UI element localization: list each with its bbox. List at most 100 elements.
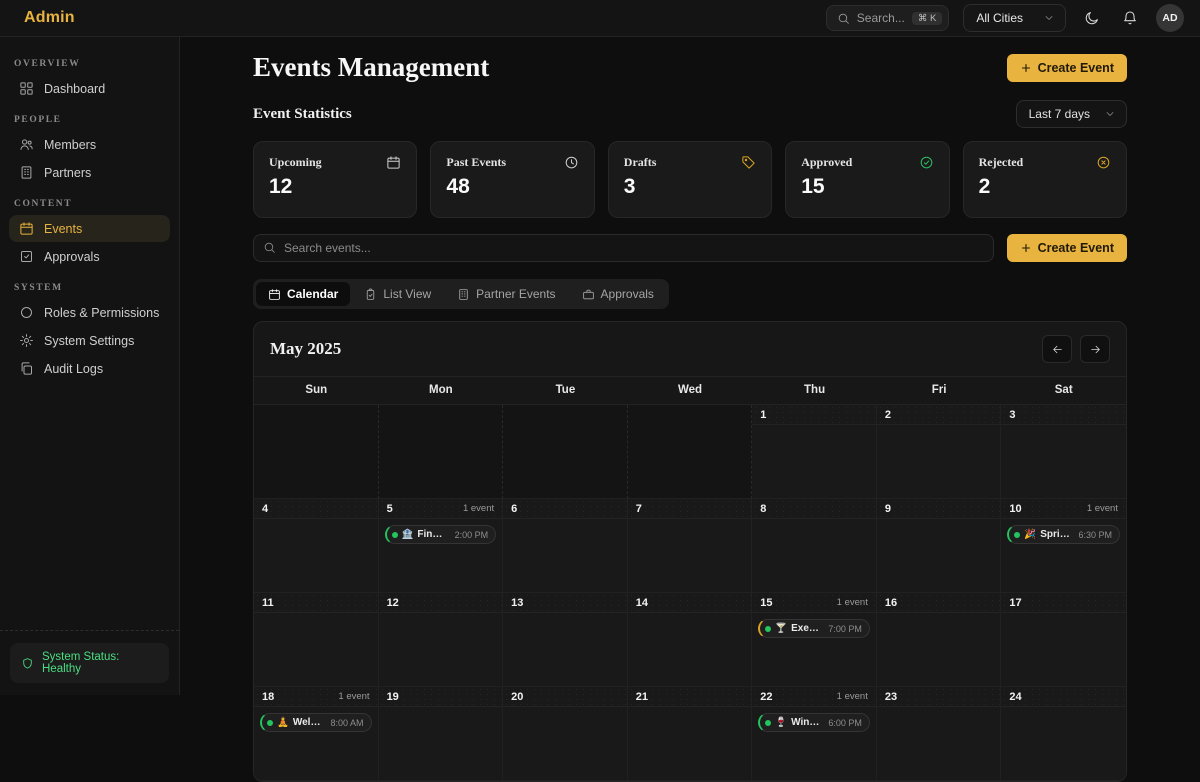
dashboard-icon <box>19 81 34 96</box>
day-number: 4 <box>262 503 268 515</box>
create-event-label: Create Event <box>1038 61 1114 75</box>
day-number: 20 <box>511 691 523 703</box>
global-search-input[interactable]: Search... ⌘ K <box>826 5 950 31</box>
event-count-label: 1 event <box>338 691 369 702</box>
calendar-cell-day-3[interactable]: 3 <box>1001 405 1126 499</box>
sidebar-item-audit-logs[interactable]: Audit Logs <box>9 355 170 382</box>
sidebar-item-roles-permissions[interactable]: Roles & Permissions <box>9 299 170 326</box>
calendar-cell-day-11[interactable]: 11 <box>254 593 379 687</box>
event-pill[interactable]: 🎉Spring Fas...6:30 PM <box>1007 525 1120 544</box>
check-circle-icon <box>919 155 934 170</box>
calendar-cell-day-9[interactable]: 9 <box>877 499 1002 593</box>
date-range-value: Last 7 days <box>1029 107 1090 121</box>
notifications-button[interactable] <box>1118 6 1142 30</box>
brand-logo[interactable]: Admin <box>24 9 75 27</box>
calendar-cell-day-18[interactable]: 181 event🧘Wellness Re...8:00 AM <box>254 687 379 781</box>
calendar-cell-day-20[interactable]: 20 <box>503 687 628 781</box>
sidebar-section-overview: OVERVIEW <box>0 47 179 74</box>
stat-card-value: 2 <box>979 175 1111 199</box>
tab-calendar[interactable]: Calendar <box>256 282 350 306</box>
day-number: 5 <box>387 503 393 515</box>
user-avatar[interactable]: AD <box>1156 4 1184 32</box>
calendar-icon <box>268 288 281 301</box>
calendar-cell-day-14[interactable]: 14 <box>628 593 753 687</box>
calendar-cell-day-21[interactable]: 21 <box>628 687 753 781</box>
tab-label: Partner Events <box>476 287 555 301</box>
events-search-input[interactable] <box>253 234 994 262</box>
calendar-cell-day-4[interactable]: 4 <box>254 499 379 593</box>
calendar-cell-day-8[interactable]: 8 <box>752 499 877 593</box>
building-icon <box>19 165 34 180</box>
calendar-cell-day-5[interactable]: 51 event🏦Financial W...2:00 PM <box>379 499 504 593</box>
create-event-button[interactable]: Create Event <box>1007 54 1127 82</box>
calendar-cell-day-16[interactable]: 16 <box>877 593 1002 687</box>
calendar-cell-day-15[interactable]: 151 event🍸Executive ...7:00 PM <box>752 593 877 687</box>
events-search <box>253 234 994 262</box>
stat-card-value: 3 <box>624 175 756 199</box>
x-circle-icon <box>1096 155 1111 170</box>
event-emoji-icon: 🍸 <box>775 624 787 634</box>
event-title: Executive ... <box>791 623 820 634</box>
weekday-sun: Sun <box>254 377 379 404</box>
event-time: 6:30 PM <box>1074 530 1112 540</box>
event-emoji-icon: 🎉 <box>1024 530 1036 540</box>
sidebar-item-label: Partners <box>44 166 91 180</box>
global-search-placeholder: Search... <box>857 11 905 25</box>
calendar-cell-day-17[interactable]: 17 <box>1001 593 1126 687</box>
event-pill[interactable]: 🍷Wine Tastin...6:00 PM <box>758 713 870 732</box>
tab-partner-events[interactable]: Partner Events <box>445 282 567 306</box>
calendar-cell-day-2[interactable]: 2 <box>877 405 1002 499</box>
event-title: Financial W... <box>417 529 446 540</box>
sidebar-item-dashboard[interactable]: Dashboard <box>9 75 170 102</box>
calendar-cell-day-22[interactable]: 221 event🍷Wine Tastin...6:00 PM <box>752 687 877 781</box>
calendar-cell-day-7[interactable]: 7 <box>628 499 753 593</box>
tab-approvals[interactable]: Approvals <box>570 282 666 306</box>
event-pill[interactable]: 🏦Financial W...2:00 PM <box>385 525 497 544</box>
calendar-cell-day-10[interactable]: 101 event🎉Spring Fas...6:30 PM <box>1001 499 1126 593</box>
event-status-dot <box>1014 532 1020 538</box>
calendar-cell-day-12[interactable]: 12 <box>379 593 504 687</box>
event-pill[interactable]: 🧘Wellness Re...8:00 AM <box>260 713 372 732</box>
event-time: 6:00 PM <box>824 718 862 728</box>
calendar-cell-day-24[interactable]: 24 <box>1001 687 1126 781</box>
create-event-button-secondary[interactable]: Create Event <box>1007 234 1127 262</box>
sidebar-item-events[interactable]: Events <box>9 215 170 242</box>
event-count-label: 1 event <box>1087 503 1118 514</box>
city-filter-dropdown[interactable]: All Cities <box>963 4 1066 32</box>
stat-card-label: Upcoming <box>269 155 322 170</box>
tab-label: Approvals <box>601 287 654 301</box>
stat-card-approved: Approved 15 <box>785 141 949 218</box>
stat-card-label: Approved <box>801 155 852 170</box>
keyboard-shortcut-badge: ⌘ K <box>912 12 942 25</box>
stat-card-upcoming: Upcoming 12 <box>253 141 417 218</box>
stat-card-rejected: Rejected 2 <box>963 141 1127 218</box>
event-status-dot <box>765 626 771 632</box>
calendar-cell-day-19[interactable]: 19 <box>379 687 504 781</box>
event-count-label: 1 event <box>837 691 868 702</box>
sidebar-item-label: Audit Logs <box>44 362 103 376</box>
sidebar-item-system-settings[interactable]: System Settings <box>9 327 170 354</box>
calendar-prev-button[interactable] <box>1042 335 1072 363</box>
tab-list-view[interactable]: List View <box>352 282 443 306</box>
gear-icon <box>19 333 34 348</box>
stat-card-value: 12 <box>269 175 401 199</box>
sidebar-item-label: Roles & Permissions <box>44 306 159 320</box>
event-status-dot <box>267 720 273 726</box>
sidebar-item-approvals[interactable]: Approvals <box>9 243 170 270</box>
page-title: Events Management <box>253 52 489 83</box>
theme-toggle-button[interactable] <box>1080 6 1104 30</box>
sidebar-item-partners[interactable]: Partners <box>9 159 170 186</box>
calendar-cell-day-23[interactable]: 23 <box>877 687 1002 781</box>
event-pill[interactable]: 🍸Executive ...7:00 PM <box>758 619 870 638</box>
arrow-right-icon <box>1089 343 1102 356</box>
day-number: 16 <box>885 597 897 609</box>
sidebar-item-members[interactable]: Members <box>9 131 170 158</box>
calendar-cell-day-6[interactable]: 6 <box>503 499 628 593</box>
calendar-cell-day-1[interactable]: 1 <box>752 405 877 499</box>
calendar-cell-day-13[interactable]: 13 <box>503 593 628 687</box>
date-range-dropdown[interactable]: Last 7 days <box>1016 100 1127 128</box>
calendar-next-button[interactable] <box>1080 335 1110 363</box>
copy-icon <box>19 361 34 376</box>
